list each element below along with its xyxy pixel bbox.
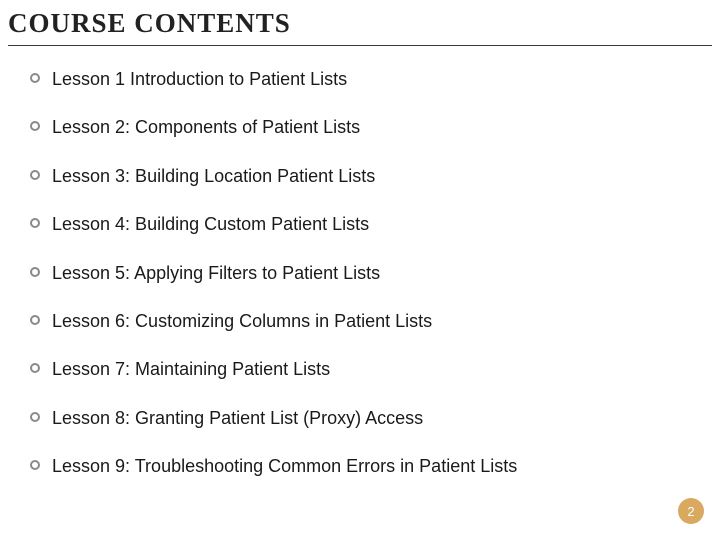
- title-container: COURSE CONTENTS: [0, 0, 720, 50]
- lesson-text: Lesson 2: Components of Patient Lists: [52, 116, 690, 139]
- bullet-icon: [30, 412, 40, 422]
- list-item: Lesson 6: Customizing Columns in Patient…: [30, 310, 690, 333]
- bullet-icon: [30, 73, 40, 83]
- content-area: Lesson 1 Introduction to Patient Lists L…: [0, 50, 720, 479]
- slide: COURSE CONTENTS Lesson 1 Introduction to…: [0, 0, 720, 540]
- lesson-text: Lesson 6: Customizing Columns in Patient…: [52, 310, 690, 333]
- lesson-list: Lesson 1 Introduction to Patient Lists L…: [30, 68, 690, 479]
- list-item: Lesson 8: Granting Patient List (Proxy) …: [30, 407, 690, 430]
- lesson-text: Lesson 8: Granting Patient List (Proxy) …: [52, 407, 690, 430]
- lesson-text: Lesson 1 Introduction to Patient Lists: [52, 68, 690, 91]
- list-item: Lesson 2: Components of Patient Lists: [30, 116, 690, 139]
- bullet-icon: [30, 267, 40, 277]
- list-item: Lesson 4: Building Custom Patient Lists: [30, 213, 690, 236]
- list-item: Lesson 1 Introduction to Patient Lists: [30, 68, 690, 91]
- lesson-text: Lesson 7: Maintaining Patient Lists: [52, 358, 690, 381]
- bullet-icon: [30, 121, 40, 131]
- lesson-text: Lesson 3: Building Location Patient List…: [52, 165, 690, 188]
- list-item: Lesson 9: Troubleshooting Common Errors …: [30, 455, 690, 478]
- lesson-text: Lesson 9: Troubleshooting Common Errors …: [52, 455, 690, 478]
- bullet-icon: [30, 315, 40, 325]
- list-item: Lesson 3: Building Location Patient List…: [30, 165, 690, 188]
- list-item: Lesson 5: Applying Filters to Patient Li…: [30, 262, 690, 285]
- lesson-text: Lesson 5: Applying Filters to Patient Li…: [52, 262, 690, 285]
- bullet-icon: [30, 363, 40, 373]
- bullet-icon: [30, 218, 40, 228]
- page-number-badge: 2: [678, 498, 704, 524]
- lesson-text: Lesson 4: Building Custom Patient Lists: [52, 213, 690, 236]
- list-item: Lesson 7: Maintaining Patient Lists: [30, 358, 690, 381]
- bullet-icon: [30, 460, 40, 470]
- slide-title: COURSE CONTENTS: [8, 8, 712, 46]
- bullet-icon: [30, 170, 40, 180]
